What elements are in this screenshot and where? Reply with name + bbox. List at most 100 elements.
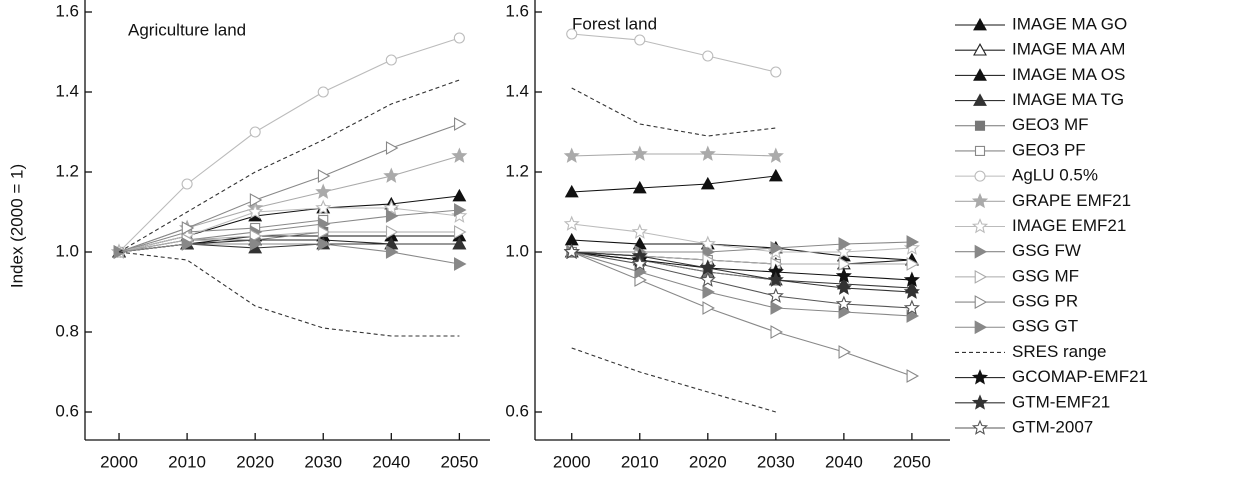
marker xyxy=(767,271,784,287)
y-tick-label: 1.6 xyxy=(55,1,79,20)
series-line: GSG MF xyxy=(118,231,460,253)
marker xyxy=(385,245,399,259)
marker xyxy=(453,32,465,44)
legend-label: IMAGE MA TG xyxy=(1012,90,1124,109)
y-axis-label: Index (2000 = 1) xyxy=(7,164,26,288)
series-line: GRAPE EMF21 xyxy=(118,155,460,253)
x-tick-label: 2050 xyxy=(893,452,931,471)
x-tick-label: 2000 xyxy=(553,452,591,471)
legend-label: GTM-EMF21 xyxy=(1012,392,1110,411)
legend-label: GRAPE EMF21 xyxy=(1012,191,1131,210)
marker xyxy=(247,203,264,219)
y-tick-label: 0.8 xyxy=(55,321,79,340)
legend-label: SRES range xyxy=(1012,342,1107,361)
x-tick-label: 2050 xyxy=(440,452,478,471)
marker xyxy=(317,86,329,98)
series-line: GSG FW xyxy=(571,241,912,253)
x-tick-label: 2010 xyxy=(621,452,659,471)
marker xyxy=(699,271,716,287)
marker xyxy=(973,43,987,56)
y-tick-label: 1.0 xyxy=(505,241,529,260)
marker xyxy=(702,285,715,299)
marker xyxy=(973,68,987,81)
series-line: GSG PR xyxy=(118,123,460,253)
marker xyxy=(563,215,580,231)
legend-label: IMAGE MA GO xyxy=(1012,14,1127,33)
marker xyxy=(454,117,467,131)
series-line: IMAGE MA GO xyxy=(571,175,776,193)
marker xyxy=(700,176,715,190)
x-tick-label: 2020 xyxy=(689,452,727,471)
marker xyxy=(974,269,988,284)
marker xyxy=(632,180,647,194)
marker xyxy=(838,257,852,271)
marker xyxy=(563,243,580,259)
x-tick-label: 2030 xyxy=(304,452,342,471)
marker xyxy=(315,199,332,215)
y-tick-label: 1.6 xyxy=(505,1,529,20)
marker xyxy=(835,267,852,283)
marker xyxy=(835,295,852,311)
y-tick-label: 0.6 xyxy=(505,401,529,420)
legend-label: AgLU 0.5% xyxy=(1012,166,1098,185)
marker xyxy=(770,301,783,315)
marker xyxy=(906,235,920,249)
series-line: GCOMAP-EMF21 xyxy=(571,251,912,281)
marker xyxy=(317,169,331,183)
marker xyxy=(770,325,783,339)
marker xyxy=(906,257,920,271)
marker xyxy=(451,147,468,163)
x-tick-label: 2040 xyxy=(372,452,410,471)
y-tick-label: 0.6 xyxy=(55,401,79,420)
series-line: SRES range xyxy=(571,87,776,137)
series-line: SRES range xyxy=(118,79,460,253)
marker xyxy=(564,184,579,198)
series-line: IMAGE EMF21 xyxy=(571,223,912,253)
y-tick-label: 1.4 xyxy=(505,81,529,100)
marker xyxy=(383,167,400,183)
series-line: GSG GT xyxy=(118,243,460,265)
legend-label: GEO3 MF xyxy=(1012,115,1089,134)
marker xyxy=(566,28,578,40)
y-tick-label: 1.2 xyxy=(55,161,79,180)
marker xyxy=(768,168,783,182)
x-tick-label: 2020 xyxy=(236,452,274,471)
x-tick-label: 2000 xyxy=(100,452,138,471)
marker xyxy=(974,145,986,156)
series-line: GSG PR xyxy=(571,251,913,377)
marker xyxy=(974,295,988,309)
marker xyxy=(454,225,467,239)
marker xyxy=(973,93,987,106)
marker xyxy=(974,120,986,131)
x-tick-label: 2040 xyxy=(825,452,863,471)
marker xyxy=(903,299,920,315)
marker xyxy=(249,193,263,207)
legend-label: GSG GT xyxy=(1012,317,1078,336)
series-line: IMAGE EMF21 xyxy=(118,207,460,253)
marker xyxy=(971,369,989,385)
marker xyxy=(767,147,784,163)
marker xyxy=(702,50,714,62)
y-tick-label: 1.4 xyxy=(55,81,79,100)
marker xyxy=(563,147,580,163)
marker xyxy=(974,244,988,259)
series-line: GEO3 PF xyxy=(118,219,324,253)
series-line xyxy=(118,251,460,337)
y-tick-label: 1.2 xyxy=(505,161,529,180)
series-line: GTM-EMF21 xyxy=(571,251,912,293)
legend-label: GSG PR xyxy=(1012,292,1078,311)
panel-title: Agriculture land xyxy=(128,20,246,39)
marker xyxy=(770,241,783,255)
marker xyxy=(770,66,782,78)
marker xyxy=(631,223,648,239)
series-line xyxy=(571,347,776,413)
marker xyxy=(631,255,648,271)
legend-label: GEO3 PF xyxy=(1012,140,1086,159)
marker xyxy=(971,394,989,410)
marker xyxy=(564,232,579,246)
marker xyxy=(385,54,397,66)
marker xyxy=(699,145,716,161)
marker xyxy=(454,257,467,271)
marker xyxy=(767,287,784,303)
